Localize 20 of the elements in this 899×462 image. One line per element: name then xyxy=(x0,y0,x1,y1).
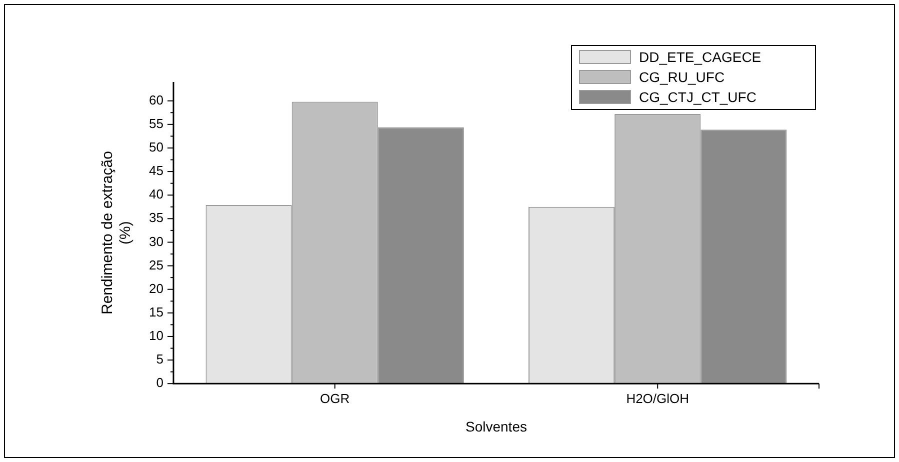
x-axis-title: Solventes xyxy=(465,418,527,434)
y-tick-label: 55 xyxy=(148,116,164,131)
y-tick-label: 0 xyxy=(156,375,164,390)
y-tick-label: 20 xyxy=(148,280,164,296)
y-tick-label: 45 xyxy=(148,163,164,178)
x-tick-label: OGR xyxy=(320,390,350,406)
legend-label: DD_ETE_CAGECE xyxy=(639,48,762,65)
y-axis-title: Rendimento de extração (%) xyxy=(99,151,134,315)
y-tick-label: 35 xyxy=(148,210,164,226)
y-tick-label: 15 xyxy=(148,304,164,320)
y-tick-label: 50 xyxy=(148,140,164,155)
y-tick-label: 25 xyxy=(148,257,164,272)
y-tick-label: 30 xyxy=(148,234,164,249)
y-tick-label: 40 xyxy=(148,186,164,202)
y-tick-label: 5 xyxy=(156,352,164,367)
legend-label: CG_CTJ_CT_UFC xyxy=(639,88,756,105)
y-tick-label: 60 xyxy=(148,92,164,108)
legend-label: CG_RU_UFC xyxy=(639,68,725,85)
y-tick-label: 10 xyxy=(148,328,164,344)
x-tick-label: H2O/GlOH xyxy=(626,390,690,406)
